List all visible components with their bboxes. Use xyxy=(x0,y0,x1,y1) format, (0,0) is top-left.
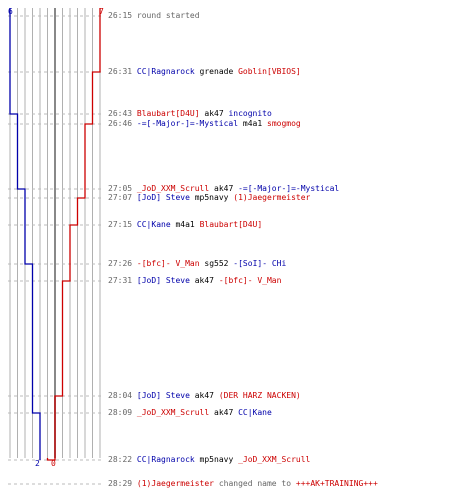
event-time: 27:07 xyxy=(108,193,133,202)
killer-name: CC|Kane xyxy=(136,220,171,229)
weapon-name: ak47 xyxy=(214,184,234,193)
log-entry: 26:31 CC|Ragnarock grenade Goblin[VBIOS] xyxy=(108,67,301,77)
killer-name: -[bfc]- V_Man xyxy=(136,259,200,268)
killer-name: -=[-Major-]=-Mystical xyxy=(136,119,239,128)
event-time: 26:43 xyxy=(108,109,133,118)
victim-name: -[bfc]- V_Man xyxy=(218,276,282,285)
victim-name: (1)Jaegermeister xyxy=(233,193,311,202)
team-alive-lines xyxy=(9,8,101,461)
victim-name: Goblin[VBIOS] xyxy=(238,67,301,76)
event-action: changed name to xyxy=(218,479,292,488)
event-time: 27:31 xyxy=(108,276,133,285)
victim-name: CC|Kane xyxy=(238,408,272,417)
blue-start-count: 6 xyxy=(8,7,13,16)
timeline-grid xyxy=(9,8,101,458)
event-time: 27:05 xyxy=(108,184,133,193)
killer-name: _JoD_XXM_Scrull xyxy=(136,184,210,193)
new-player-name: +++AK+TRAINING+++ xyxy=(295,479,378,488)
event-time: 26:15 xyxy=(108,11,133,20)
event-time: 28:22 xyxy=(108,455,133,464)
red-team-alive-line xyxy=(46,8,101,461)
event-time: 28:04 xyxy=(108,391,133,400)
killer-name: [JoD] Steve xyxy=(136,276,190,285)
weapon-name: ak47 xyxy=(214,408,234,417)
log-entry: 28:29 (1)Jaegermeister changed name to +… xyxy=(108,479,378,489)
victim-name: -=[-Major-]=-Mystical xyxy=(238,184,340,193)
killer-name: [JoD] Steve xyxy=(136,391,190,400)
red-start-count: 7 xyxy=(99,7,104,16)
log-entry: 28:04 [JoD] Steve ak47 (DER HARZ NACKEN) xyxy=(108,391,301,401)
victim-name: incognito xyxy=(228,109,272,118)
log-entry: 28:09 _JoD_XXM_Scrull ak47 CC|Kane xyxy=(108,408,272,418)
log-entry: 27:26 -[bfc]- V_Man sg552 -[SoI]- CHi xyxy=(108,259,286,269)
weapon-name: ak47 xyxy=(194,276,214,285)
log-entry: 26:15 round started xyxy=(108,11,200,21)
event-time: 27:26 xyxy=(108,259,133,268)
victim-name: -[SoI]- CHi xyxy=(233,259,287,268)
victim-name: smogmog xyxy=(267,119,301,128)
event-time: 28:09 xyxy=(108,408,133,417)
event-text: round started xyxy=(136,11,200,20)
event-time: 27:15 xyxy=(108,220,133,229)
weapon-name: ak47 xyxy=(194,391,214,400)
killer-name: CC|Ragnarock xyxy=(136,455,195,464)
victim-name: Blaubart[D4U] xyxy=(199,220,263,229)
log-entry: 27:07 [JoD] Steve mp5navy (1)Jaegermeist… xyxy=(108,193,310,203)
weapon-name: ak47 xyxy=(204,109,224,118)
log-entry: 27:15 CC|Kane m4a1 Blaubart[D4U] xyxy=(108,220,262,230)
log-entry: 27:31 [JoD] Steve ak47 -[bfc]- V_Man xyxy=(108,276,281,286)
blue-team-alive-line xyxy=(9,8,41,460)
event-time: 26:46 xyxy=(108,119,133,128)
victim-name: (DER HARZ NACKEN) xyxy=(218,391,301,400)
killer-name: Blaubart[D4U] xyxy=(136,109,200,118)
log-entry: 26:43 Blaubart[D4U] ak47 incognito xyxy=(108,109,272,119)
weapon-name: grenade xyxy=(199,67,234,76)
weapon-name: mp5navy xyxy=(199,455,234,464)
log-entry: 26:46 -=[-Major-]=-Mystical m4a1 smogmog xyxy=(108,119,301,129)
killer-name: _JoD_XXM_Scrull xyxy=(136,408,210,417)
log-entry: 27:05 _JoD_XXM_Scrull ak47 -=[-Major-]=-… xyxy=(108,184,339,194)
killer-name: CC|Ragnarock xyxy=(136,67,195,76)
weapon-name: mp5navy xyxy=(194,193,229,202)
log-entry: 28:22 CC|Ragnarock mp5navy _JoD_XXM_Scru… xyxy=(108,455,310,465)
weapon-name: m4a1 xyxy=(242,119,263,128)
red-end-count: 0 xyxy=(51,459,56,468)
blue-end-count: 2 xyxy=(35,459,40,468)
player-name: (1)Jaegermeister xyxy=(136,479,214,488)
killer-name: [JoD] Steve xyxy=(136,193,190,202)
event-time: 26:31 xyxy=(108,67,133,76)
weapon-name: sg552 xyxy=(204,259,229,268)
weapon-name: m4a1 xyxy=(175,220,195,229)
victim-name: _JoD_XXM_Scrull xyxy=(238,455,311,464)
event-time: 28:29 xyxy=(108,479,133,488)
event-guide-lines xyxy=(8,15,104,485)
